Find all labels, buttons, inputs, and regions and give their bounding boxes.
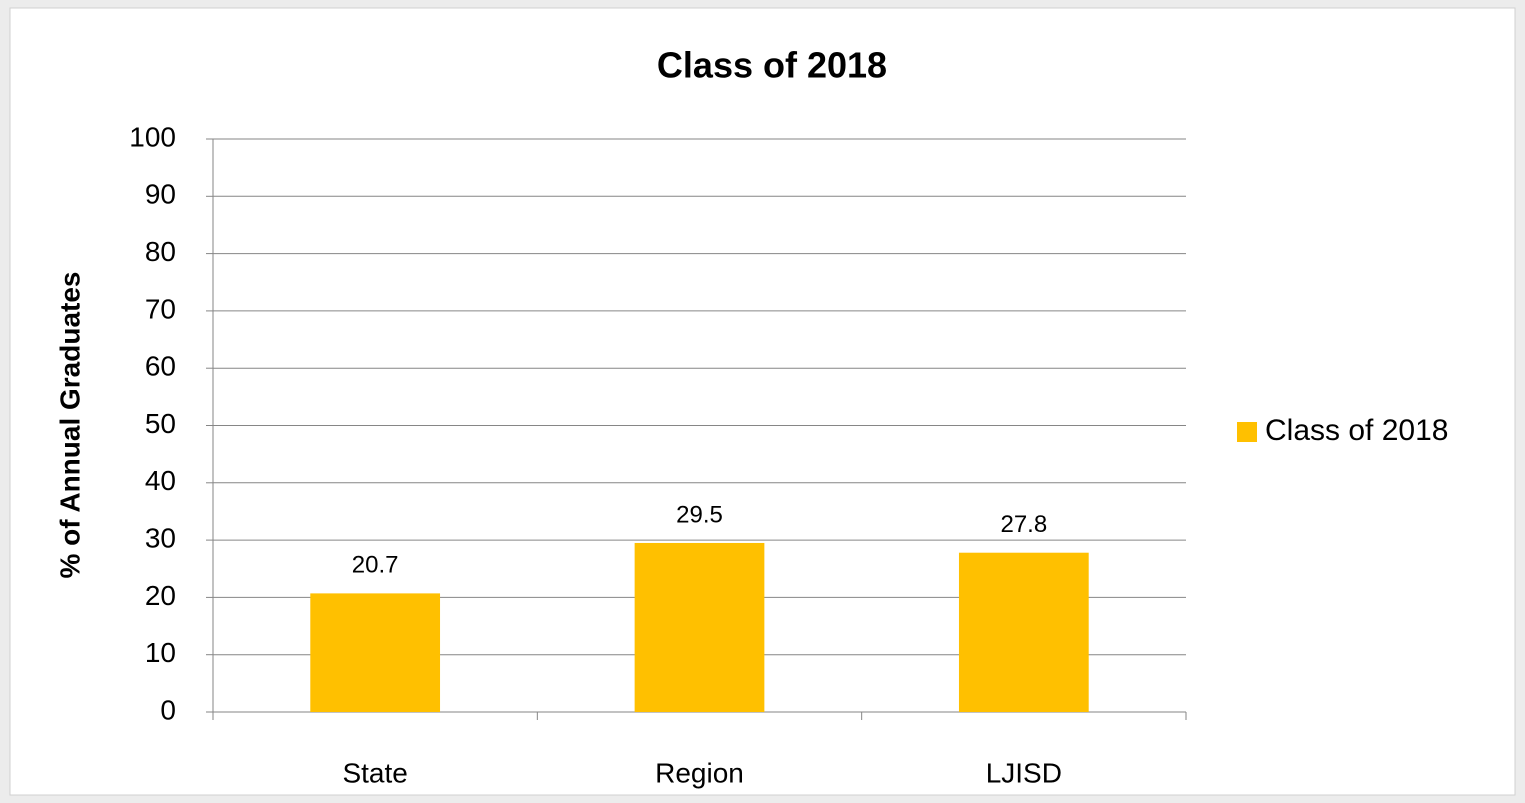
data-label: 20.7	[352, 552, 399, 579]
y-tick-label: 10	[145, 637, 176, 668]
legend-swatch	[1237, 422, 1257, 442]
y-tick-label: 40	[145, 465, 176, 496]
x-tick-label: LJISD	[986, 757, 1062, 788]
y-axis-label: % of Annual Graduates	[54, 271, 85, 578]
y-tick-label: 50	[145, 408, 176, 439]
x-tick-label: Region	[655, 757, 744, 788]
chart-title: Class of 2018	[657, 45, 887, 86]
y-tick-label: 80	[145, 236, 176, 267]
y-tick-label: 60	[145, 351, 176, 382]
y-tick-label: 20	[145, 580, 176, 611]
data-label: 27.8	[1000, 511, 1047, 538]
y-tick-label: 30	[145, 522, 176, 553]
legend-label: Class of 2018	[1265, 414, 1448, 447]
y-tick-label: 70	[145, 293, 176, 324]
bar	[634, 542, 765, 712]
y-tick-label: 0	[160, 694, 176, 725]
y-tick-label: 90	[145, 179, 176, 210]
bar	[958, 552, 1089, 712]
x-tick-label: State	[342, 757, 407, 788]
data-label: 29.5	[676, 501, 723, 528]
y-tick-label: 100	[129, 121, 176, 152]
bar	[310, 593, 441, 712]
